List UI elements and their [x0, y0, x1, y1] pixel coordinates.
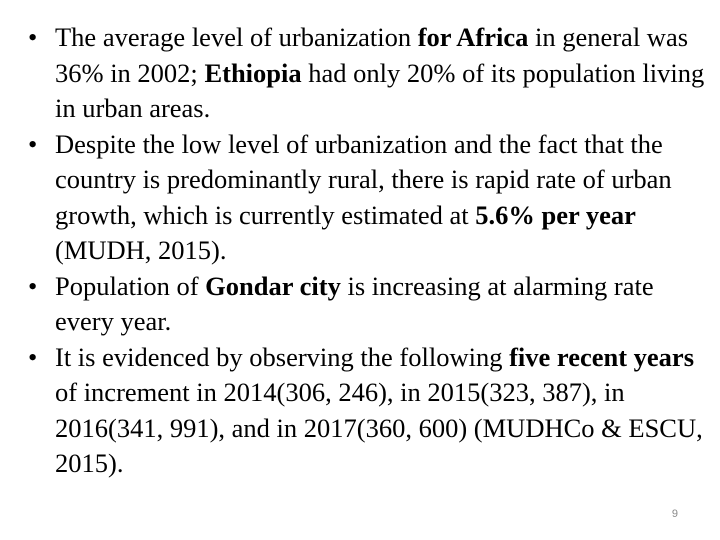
text: It is evidenced by observing the followi…: [55, 341, 510, 372]
bold-text: 5.6% per year: [475, 199, 636, 230]
bold-text: five recent years: [509, 341, 695, 372]
text: Despite the low level of urbanization an…: [55, 128, 672, 230]
page-number: 9: [671, 508, 678, 520]
text: The average level of urbanization: [55, 22, 418, 52]
bullet: Despite the low level of urbanization an…: [28, 127, 719, 269]
bold-text: Ethiopia: [204, 57, 302, 88]
text: had only 20% of its population living in…: [55, 57, 705, 124]
text: of increment in 2014(306, 246), in 2015(…: [55, 377, 703, 478]
bullet: It is evidenced by observing the followi…: [28, 340, 719, 482]
text: in general was 36% in 2002;: [55, 22, 689, 88]
text: is increasing at alarming rate every yea…: [55, 270, 654, 337]
bullet: The average level of urbanization for Af…: [28, 20, 719, 127]
text: Population of: [55, 270, 206, 301]
bold-text: Gondar city: [205, 270, 341, 301]
text: (MUDH, 2015).: [55, 235, 227, 265]
bold-text: for Africa: [417, 22, 529, 52]
bullet-list: The average level of urbanization for Af…: [26, 20, 719, 482]
bullet: Population of Gondar city is increasing …: [28, 269, 719, 340]
